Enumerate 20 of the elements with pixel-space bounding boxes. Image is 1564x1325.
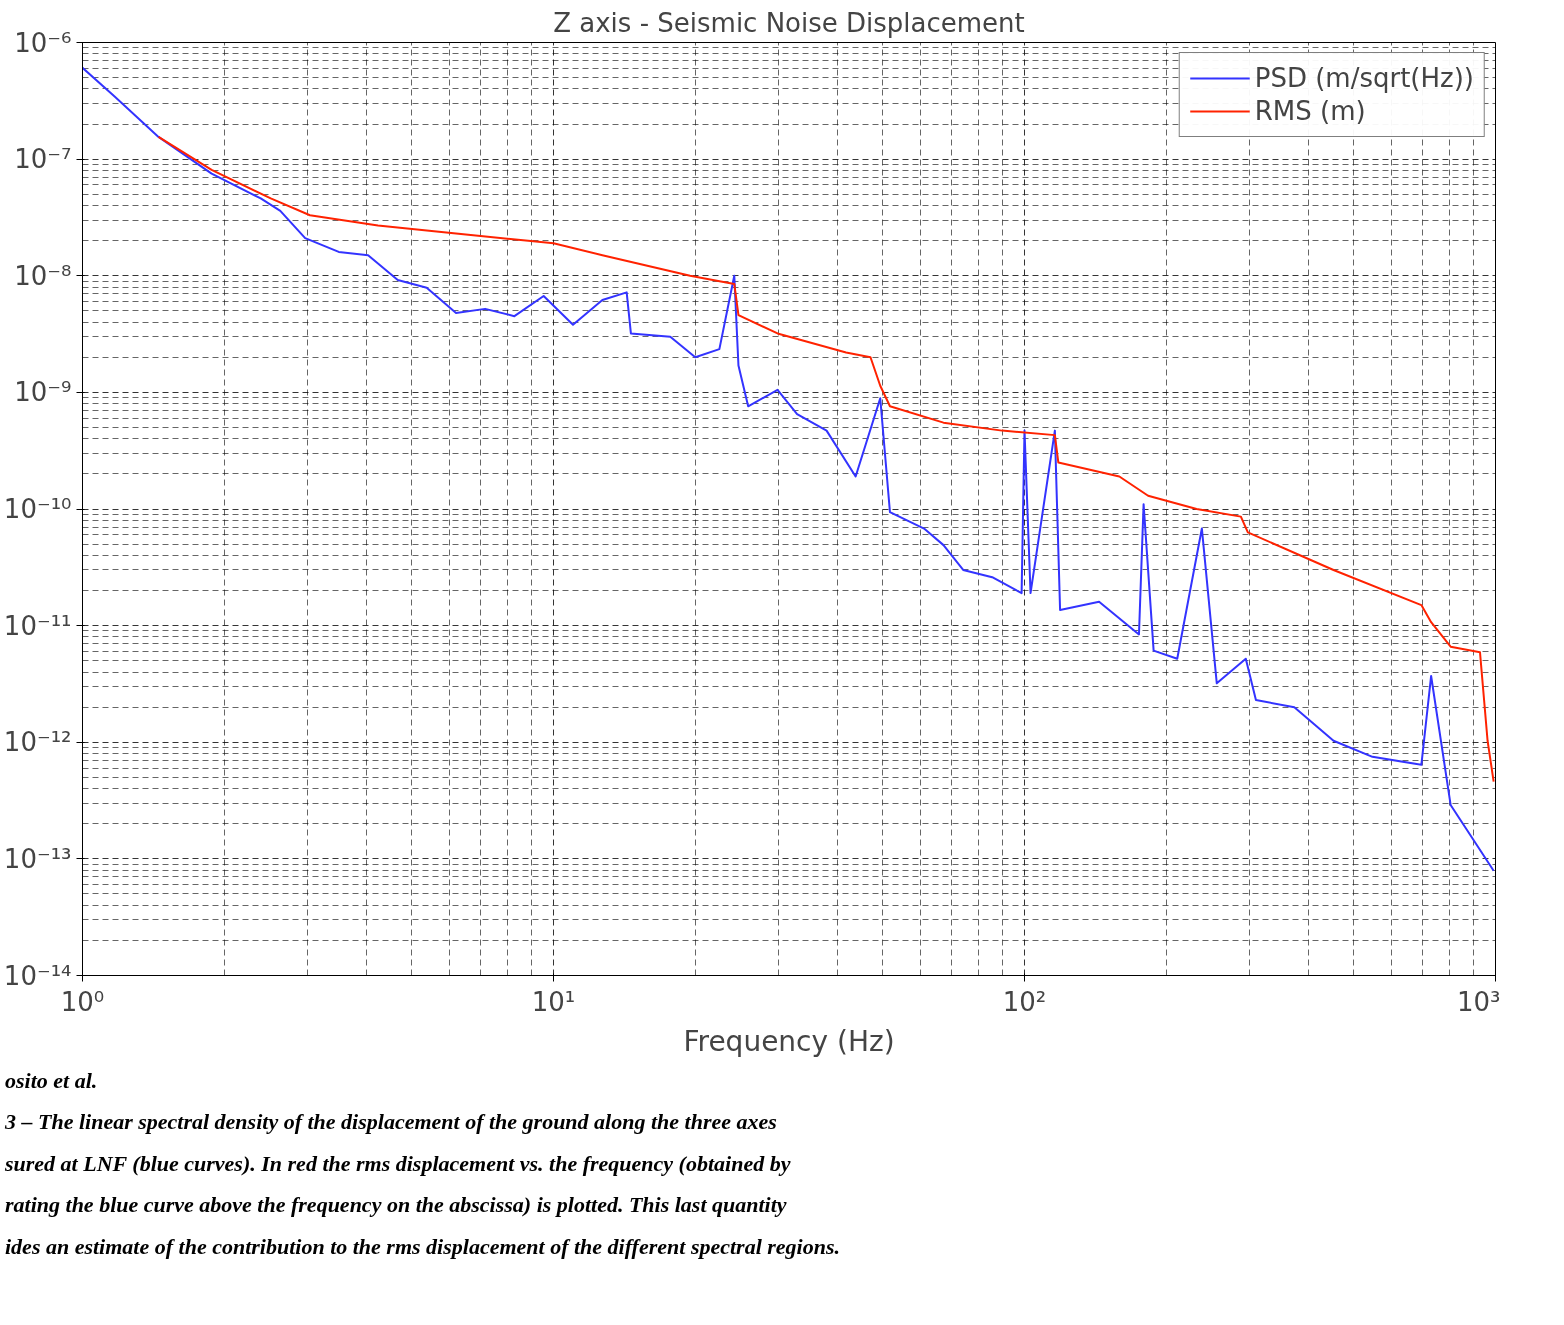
- x-tick-label: 10²: [1002, 986, 1047, 1017]
- y-tick-label: 10⁻⁷: [14, 144, 72, 175]
- text: rating the blue curve above the frequency on the abscissa) is plotted. This last quantity: [5, 1191, 787, 1220]
- legend-label: RMS (m): [1254, 96, 1366, 126]
- y-tick-label: 10⁻⁸: [14, 260, 72, 291]
- x-tick-label: 10¹: [531, 986, 576, 1017]
- y-tick-label: 10⁻¹³: [3, 843, 72, 874]
- text: 3 – The linear spectral density of the displacement of the ground along the three axes: [5, 1108, 777, 1137]
- y-tick-label: 10⁻¹⁰: [3, 494, 72, 524]
- y-tick-label: 10⁻¹¹: [3, 610, 72, 641]
- text: osito et al.: [5, 1067, 98, 1095]
- y-tick-label: 10⁻¹²: [3, 727, 72, 758]
- text: sured at LNF (blue curves). In red the rms displacement vs. the frequency (obtained by: [5, 1149, 791, 1178]
- legend-label: PSD (m/sqrt(Hz)): [1254, 63, 1474, 93]
- x-axis-title: Frequency (Hz): [683, 1024, 895, 1058]
- x-tick-label: 10³: [1456, 986, 1501, 1017]
- y-tick-label: 10⁻⁶: [14, 27, 72, 58]
- chart-title: Z axis - Seismic Noise Displacement: [553, 7, 1025, 38]
- text: ides an estimate of the contribution to the rms displacement of the different spectral regions.: [5, 1232, 840, 1261]
- y-tick-label: 10⁻⁹: [14, 377, 72, 408]
